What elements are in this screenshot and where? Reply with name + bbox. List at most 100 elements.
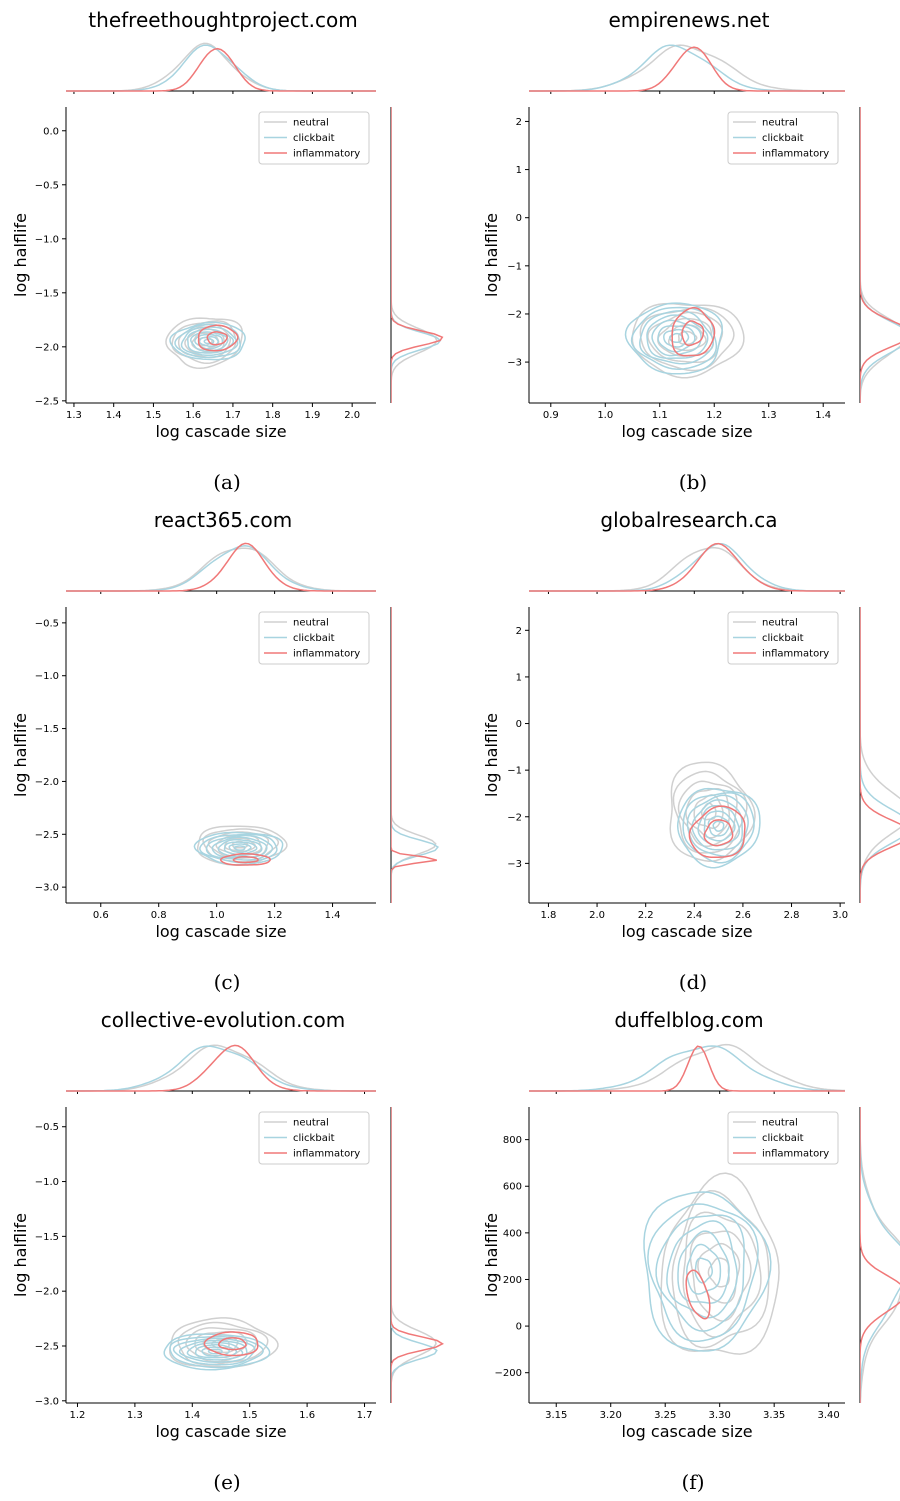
x-tick-label: 3.0 <box>832 910 848 921</box>
legend-label-inflammatory: inflammatory <box>293 1149 360 1160</box>
x-tick-label: 1.3 <box>127 1410 143 1421</box>
clickbait-contour <box>676 787 761 869</box>
neutral-x-density <box>66 42 376 92</box>
clickbait-contour <box>647 1203 759 1342</box>
neutral-contour <box>211 1338 230 1349</box>
clickbait-contour <box>682 792 755 864</box>
inflammatory-y-density <box>391 607 437 903</box>
clickbait-contour <box>233 845 246 851</box>
panel-2: react365.com 0.6 0.8 1.0 1.2 1.4 −3.0 −2.5 −2.0 −… <box>11 508 440 994</box>
x-axis-label: log cascade size <box>155 1422 286 1441</box>
x-tick-label: 3.30 <box>709 1410 731 1421</box>
clickbait-contour <box>651 319 702 357</box>
clickbait-contour <box>639 310 714 365</box>
y-tick-label: −200 <box>495 1368 522 1379</box>
panel-5: duffelblog.com 3.15 3.20 3.25 3.30 3.35 3.40 −2… <box>482 1008 900 1494</box>
clickbait-contour <box>186 1342 244 1361</box>
x-tick-label: 1.2 <box>70 1410 86 1421</box>
y-tick-label: −2.0 <box>35 777 59 788</box>
clickbait-contour <box>630 306 718 370</box>
x-tick-label: 1.5 <box>145 410 161 421</box>
x-tick-label: 0.6 <box>93 910 109 921</box>
clickbait-y-density <box>391 107 442 403</box>
neutral-contour <box>171 320 237 365</box>
panel-caption: (b) <box>679 470 707 494</box>
neutral-y-density <box>391 607 437 903</box>
clickbait-y-density <box>391 1107 438 1403</box>
panel-title: globalresearch.ca <box>600 508 777 532</box>
y-tick-label: −3.0 <box>35 1396 59 1407</box>
legend-label-clickbait: clickbait <box>762 1133 804 1144</box>
panel-title: duffelblog.com <box>614 1008 763 1032</box>
clickbait-x-density <box>529 1045 845 1092</box>
neutral-y-density <box>391 107 438 403</box>
neutral-y-density <box>860 1107 900 1403</box>
legend-label-inflammatory: inflammatory <box>293 649 360 660</box>
x-axis-label: log cascade size <box>621 422 752 441</box>
clickbait-y-density <box>860 107 900 403</box>
neutral-contour <box>700 802 717 821</box>
x-axis-label: log cascade size <box>621 922 752 941</box>
x-tick-label: 1.7 <box>225 410 241 421</box>
panel-4: collective-evolution.com 1.2 1.3 1.4 1.5 1.6 1… <box>11 1008 444 1494</box>
inflammatory-x-density <box>529 542 845 592</box>
contour-group <box>163 1317 279 1371</box>
y-tick-label: 2 <box>516 117 522 128</box>
clickbait-contour <box>703 810 736 842</box>
y-tick-label: −1.5 <box>35 1232 59 1243</box>
legend: neutral clickbait inflammatory <box>727 111 839 165</box>
y-tick-label: −0.5 <box>35 618 59 629</box>
y-tick-label: −1.5 <box>35 724 59 735</box>
legend-label-clickbait: clickbait <box>293 633 335 644</box>
y-axis-label: log halflife <box>11 1213 30 1297</box>
x-tick-label: 2.0 <box>589 910 605 921</box>
x-tick-label: 1.8 <box>540 910 556 921</box>
panel-title: react365.com <box>154 508 292 532</box>
y-tick-label: 0 <box>516 1322 522 1333</box>
y-tick-label: 1 <box>516 672 522 683</box>
clickbait-contour <box>657 325 696 353</box>
y-tick-label: 0.0 <box>43 126 59 137</box>
clickbait-y-density <box>391 607 440 903</box>
legend-label-clickbait: clickbait <box>293 133 335 144</box>
y-tick-label: 600 <box>503 1182 522 1193</box>
neutral-contour <box>672 770 748 854</box>
x-tick-label: 3.40 <box>818 1410 840 1421</box>
neutral-y-density <box>860 607 900 903</box>
y-tick-label: −2 <box>507 309 522 320</box>
clickbait-contour <box>677 1230 730 1304</box>
y-tick-label: −0.5 <box>35 1122 59 1133</box>
panel-caption: (c) <box>214 970 241 994</box>
panel-title: empirenews.net <box>608 8 769 32</box>
inflammatory-x-density <box>66 47 376 92</box>
legend-label-neutral: neutral <box>762 618 798 629</box>
y-tick-label: 0 <box>516 719 522 730</box>
legend-label-neutral: neutral <box>762 118 798 129</box>
x-tick-label: 1.2 <box>267 910 283 921</box>
x-tick-label: 0.9 <box>543 410 559 421</box>
legend-label-inflammatory: inflammatory <box>762 649 829 660</box>
x-tick-label: 2.8 <box>784 910 800 921</box>
x-tick-label: 1.2 <box>706 410 722 421</box>
x-tick-label: 1.8 <box>265 410 281 421</box>
x-tick-label: 1.3 <box>66 410 82 421</box>
legend-label-inflammatory: inflammatory <box>293 149 360 160</box>
inflammatory-contour <box>197 324 239 352</box>
legend-label-inflammatory: inflammatory <box>762 149 829 160</box>
legend-label-neutral: neutral <box>293 1118 329 1129</box>
y-tick-label: −1.5 <box>35 288 59 299</box>
legend-label-neutral: neutral <box>293 118 329 129</box>
y-tick-label: −2.0 <box>35 342 59 353</box>
neutral-contour <box>660 1172 780 1355</box>
x-axis-label: log cascade size <box>621 1422 752 1441</box>
legend-label-clickbait: clickbait <box>762 633 804 644</box>
y-tick-label: −2.0 <box>35 1287 59 1298</box>
inflammatory-contour <box>671 307 716 357</box>
panel-0: thefreethoughtproject.com 1.3 1.4 1.5 1.6 1.7… <box>11 8 444 494</box>
y-axis-label: log halflife <box>482 713 501 797</box>
y-tick-label: −1.0 <box>35 671 59 682</box>
inflammatory-contour <box>681 320 705 347</box>
x-tick-label: 3.25 <box>654 1410 676 1421</box>
clickbait-contour <box>190 331 229 352</box>
